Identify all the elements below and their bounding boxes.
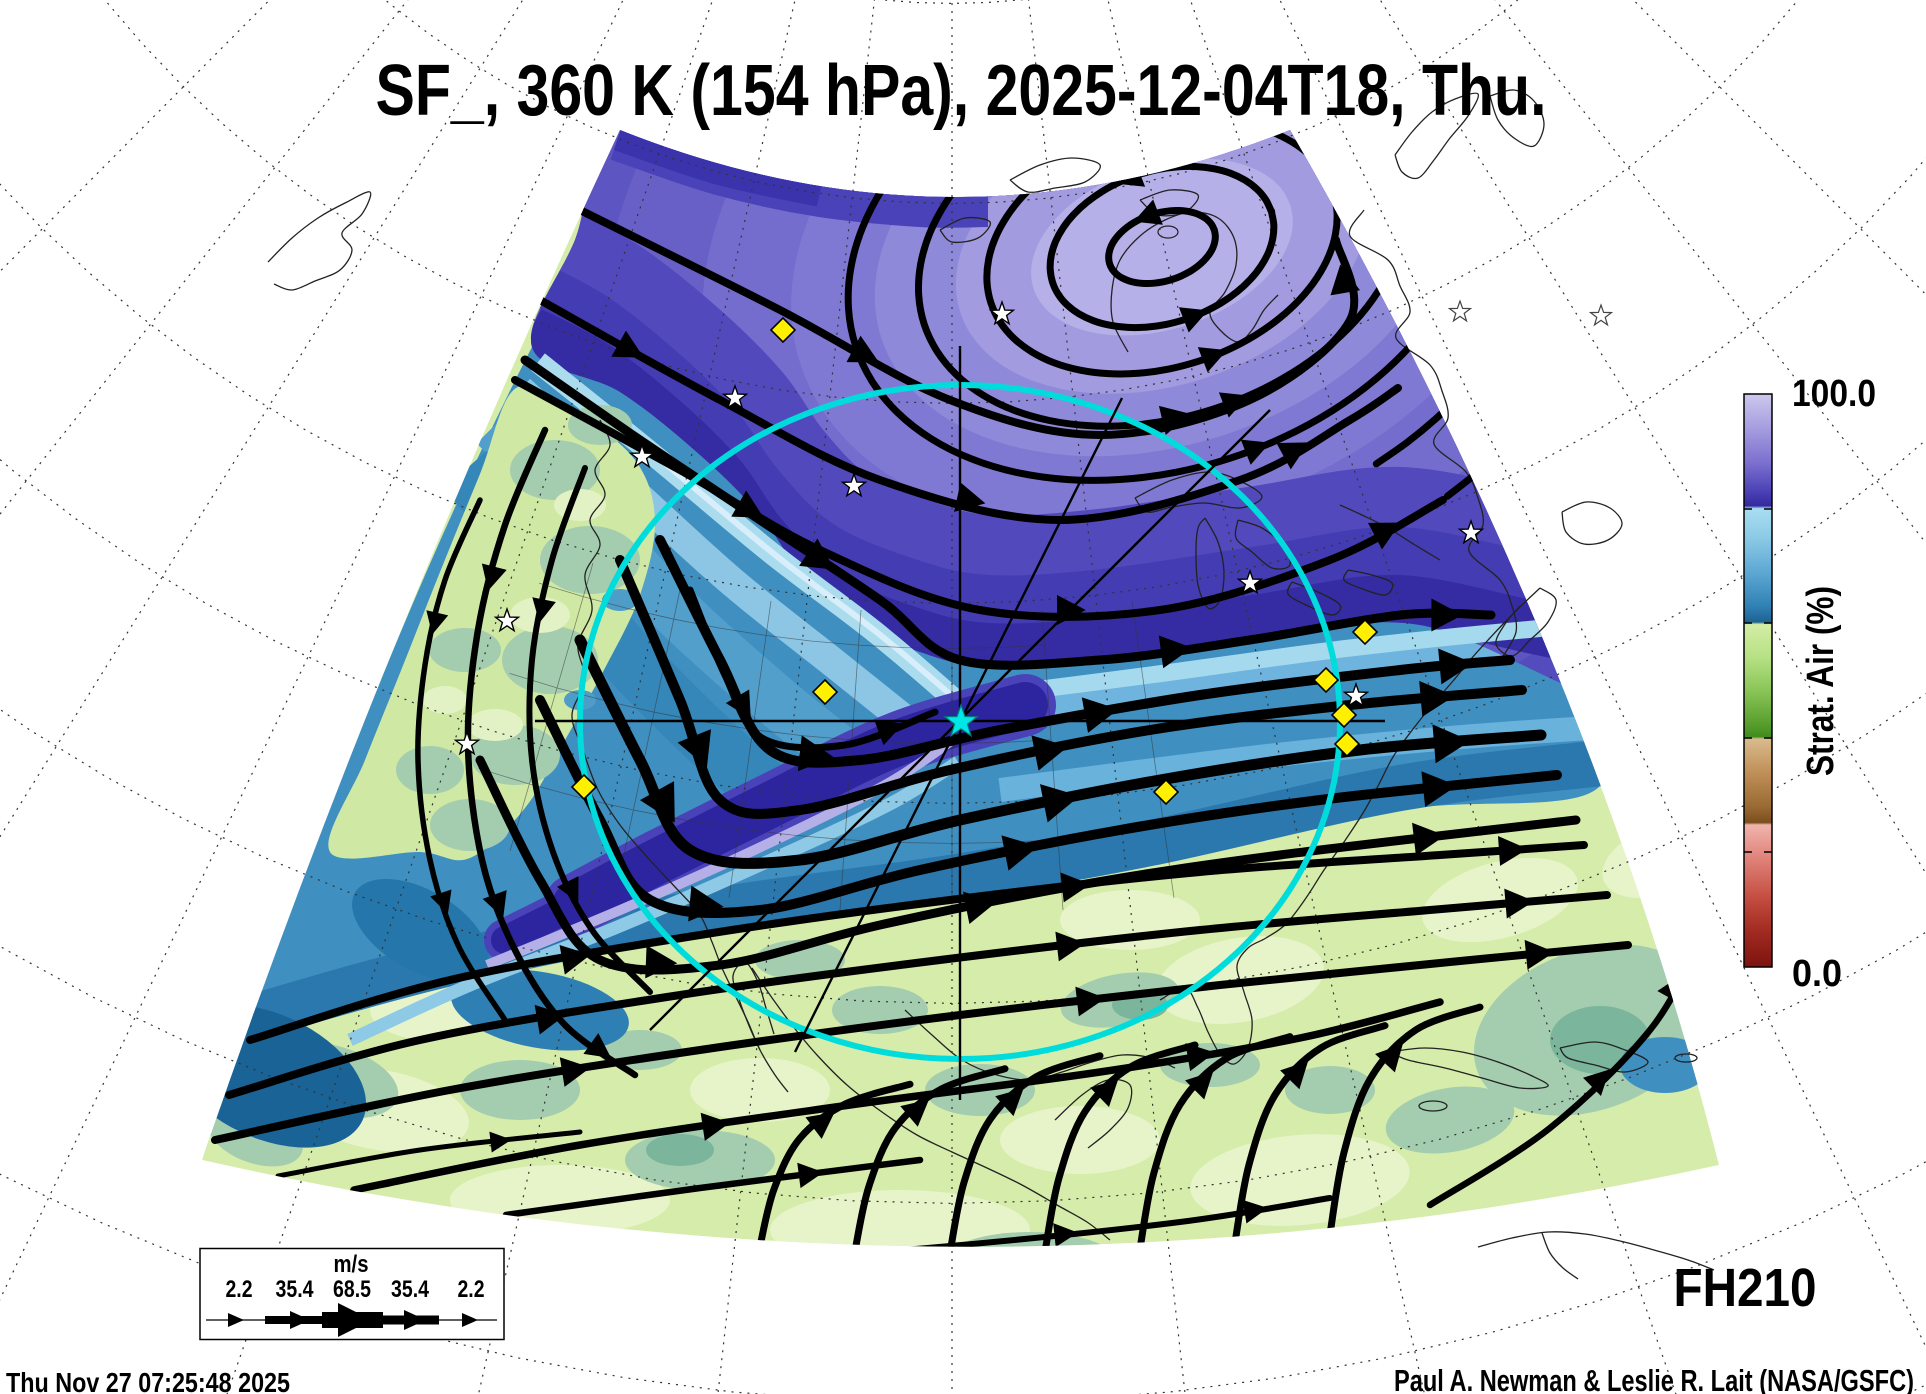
svg-text:FH210: FH210 bbox=[1674, 1258, 1817, 1318]
svg-text:2.2: 2.2 bbox=[226, 1276, 253, 1303]
svg-text:SF_, 360 K (154 hPa), 2025-12-: SF_, 360 K (154 hPa), 2025-12-04T18, Thu… bbox=[376, 51, 1547, 131]
svg-text:0.0: 0.0 bbox=[1792, 953, 1842, 995]
svg-text:Strat. Air (%): Strat. Air (%) bbox=[1800, 586, 1842, 776]
svg-text:68.5: 68.5 bbox=[333, 1276, 371, 1303]
svg-text:Thu Nov 27 07:25:48 2025: Thu Nov 27 07:25:48 2025 bbox=[6, 1367, 290, 1394]
svg-text:Paul A. Newman & Leslie R. Lai: Paul A. Newman & Leslie R. Lait (NASA/GS… bbox=[1394, 1363, 1914, 1394]
svg-text:m/s: m/s bbox=[334, 1251, 369, 1278]
svg-text:35.4: 35.4 bbox=[391, 1276, 430, 1303]
svg-text:35.4: 35.4 bbox=[276, 1276, 315, 1303]
svg-text:2.2: 2.2 bbox=[458, 1276, 485, 1303]
svg-text:100.0: 100.0 bbox=[1792, 373, 1876, 415]
